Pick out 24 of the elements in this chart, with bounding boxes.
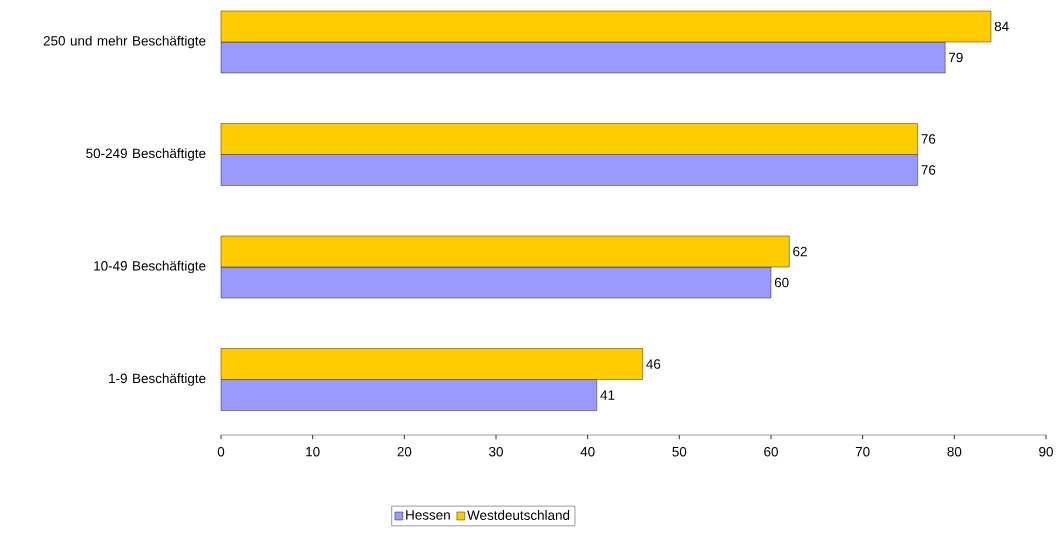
data-label: 62: [793, 246, 807, 257]
x-tick-label: 50: [672, 446, 687, 457]
x-tick-label: 80: [947, 446, 962, 457]
y-tick-label: 10-49 Beschäftigte: [94, 260, 206, 274]
x-tick-label: 40: [580, 446, 595, 457]
x-tick-label: 90: [1039, 446, 1053, 457]
data-label: 76: [921, 134, 936, 144]
x-tick-label: 10: [306, 446, 320, 457]
y-tick-label: 250 und mehr Beschäftigte: [43, 35, 206, 49]
data-label: 60: [774, 277, 789, 288]
y-tick-label: 50-249 Beschäftigte: [86, 148, 206, 161]
data-label: 41: [600, 390, 615, 400]
legend-label: Hessen: [406, 510, 450, 520]
data-label: 84: [994, 21, 1009, 32]
data-label: 46: [646, 359, 661, 369]
data-label: 79: [949, 52, 963, 63]
x-tick-label: 60: [764, 446, 778, 457]
x-tick-label: 70: [855, 446, 870, 457]
x-tick-label: 0: [217, 446, 225, 457]
legend-label: Westdeutschland: [467, 510, 570, 520]
y-tick-label: 1-9 Beschäftigte: [109, 373, 206, 386]
x-tick-label: 20: [397, 446, 412, 457]
data-label: 76: [921, 165, 936, 175]
x-tick-label: 30: [489, 446, 503, 457]
